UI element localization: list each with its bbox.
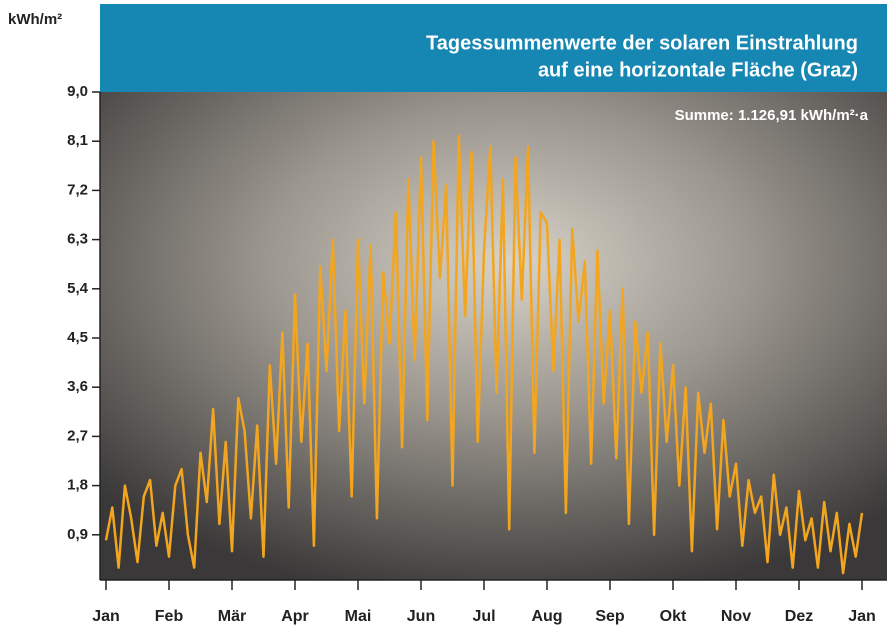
y-tick-label: 1,8 [67, 477, 88, 494]
y-tick-label: 6,3 [67, 231, 88, 248]
annotation: Summe: 1.126,91 kWh/m²·a [675, 107, 869, 124]
y-tick-label: 3,6 [67, 378, 88, 395]
x-tick-label: Jan [848, 608, 876, 625]
x-tick-label: Aug [531, 608, 562, 625]
y-tick-label: 0,9 [67, 526, 88, 543]
y-axis-label: kWh/m² [8, 11, 62, 28]
y-tick-label: 4,5 [67, 329, 88, 346]
x-tick-label: Dez [785, 608, 813, 625]
y-tick-label: 9,0 [67, 83, 88, 100]
y-tick-label: 5,4 [67, 280, 89, 297]
x-tick-label: Jun [407, 608, 435, 625]
x-tick-label: Jul [472, 608, 495, 625]
x-tick-label: Sep [595, 608, 625, 625]
y-tick-label: 2,7 [67, 427, 88, 444]
x-tick-label: Jan [92, 608, 120, 625]
y-tick-label: 8,1 [67, 132, 88, 149]
chart: Tagessummenwerte der solaren Einstrahlun… [0, 0, 887, 632]
y-tick-label: 7,2 [67, 181, 88, 198]
chart-title: auf eine horizontale Fläche (Graz) [538, 59, 858, 81]
x-tick-label: Mär [218, 608, 246, 625]
x-tick-label: Mai [345, 608, 372, 625]
x-tick-label: Apr [281, 608, 309, 625]
x-tick-label: Feb [155, 608, 184, 625]
x-tick-label: Okt [660, 608, 687, 625]
chart-title: Tagessummenwerte der solaren Einstrahlun… [426, 32, 858, 54]
x-tick-label: Nov [721, 608, 751, 625]
